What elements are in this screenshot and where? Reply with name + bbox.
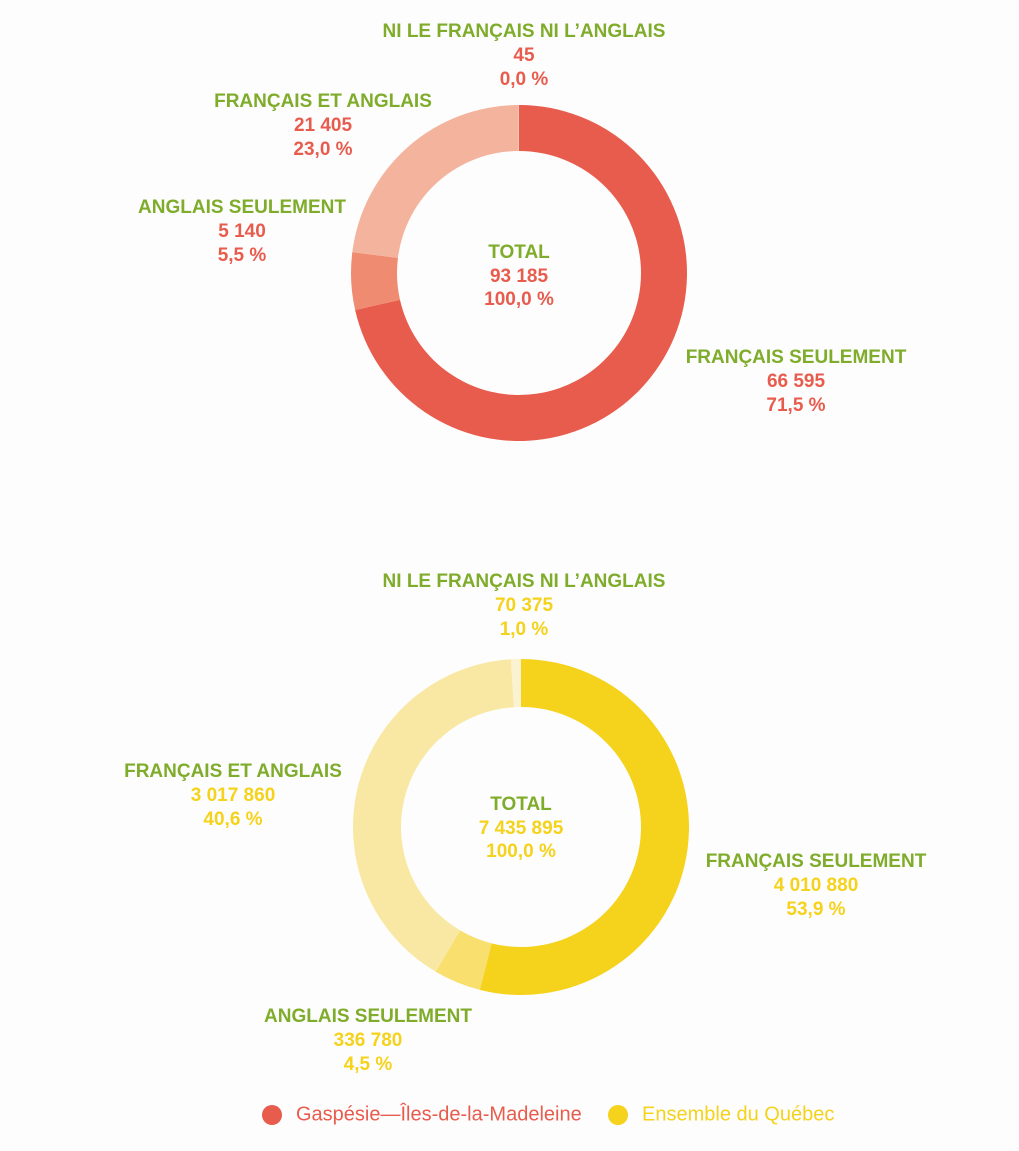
slice-category: NI LE FRANÇAIS NI L’ANGLAIS [383,21,666,42]
slice-percent: 40,6 % [203,809,262,830]
donut-slice [352,105,519,258]
donut-slice [518,105,519,152]
legend-label: Gaspésie—Îles-de-la-Madeleine [296,1102,582,1125]
slice-value: 70 375 [495,595,554,616]
total-value: 7 435 895 [479,818,564,839]
donut-slice [352,659,514,972]
legend-marker [608,1105,628,1125]
slice-value: 5 140 [218,221,266,242]
slice-category: FRANÇAIS SEULEMENT [706,851,927,872]
slice-percent: 1,0 % [500,619,549,640]
slice-category: ANGLAIS SEULEMENT [264,1006,472,1027]
donut-hole [402,708,640,946]
slice-percent: 4,5 % [344,1054,393,1075]
donut-slice [479,659,690,996]
total-percent: 100,0 % [484,289,554,310]
slice-percent: 53,9 % [786,899,845,920]
total-percent: 100,0 % [486,841,556,862]
slice-value: 45 [513,45,535,66]
total-title: TOTAL [488,242,550,263]
legend-label: Ensemble du Québec [642,1103,834,1125]
slice-value: 3 017 860 [191,785,276,806]
slice-category: ANGLAIS SEULEMENT [138,197,346,218]
slice-value: 336 780 [334,1030,403,1051]
donut-slice [351,252,400,311]
total-title: TOTAL [490,794,552,815]
slice-percent: 0,0 % [500,69,549,90]
slice-percent: 71,5 % [766,395,825,416]
slice-percent: 23,0 % [293,139,352,160]
slice-category: FRANÇAIS ET ANGLAIS [124,761,342,782]
donut-hole [398,152,640,394]
slice-category: FRANÇAIS ET ANGLAIS [214,91,432,112]
slice-category: FRANÇAIS SEULEMENT [686,347,907,368]
donut-slice [435,930,492,990]
donut-slice [511,659,521,708]
legend-marker [262,1105,282,1125]
total-value: 93 185 [490,266,549,287]
slice-value: 4 010 880 [774,875,859,896]
slice-percent: 5,5 % [218,245,267,266]
slice-category: NI LE FRANÇAIS NI L’ANGLAIS [383,571,666,592]
slice-value: 66 595 [767,371,826,392]
slice-value: 21 405 [294,115,353,136]
